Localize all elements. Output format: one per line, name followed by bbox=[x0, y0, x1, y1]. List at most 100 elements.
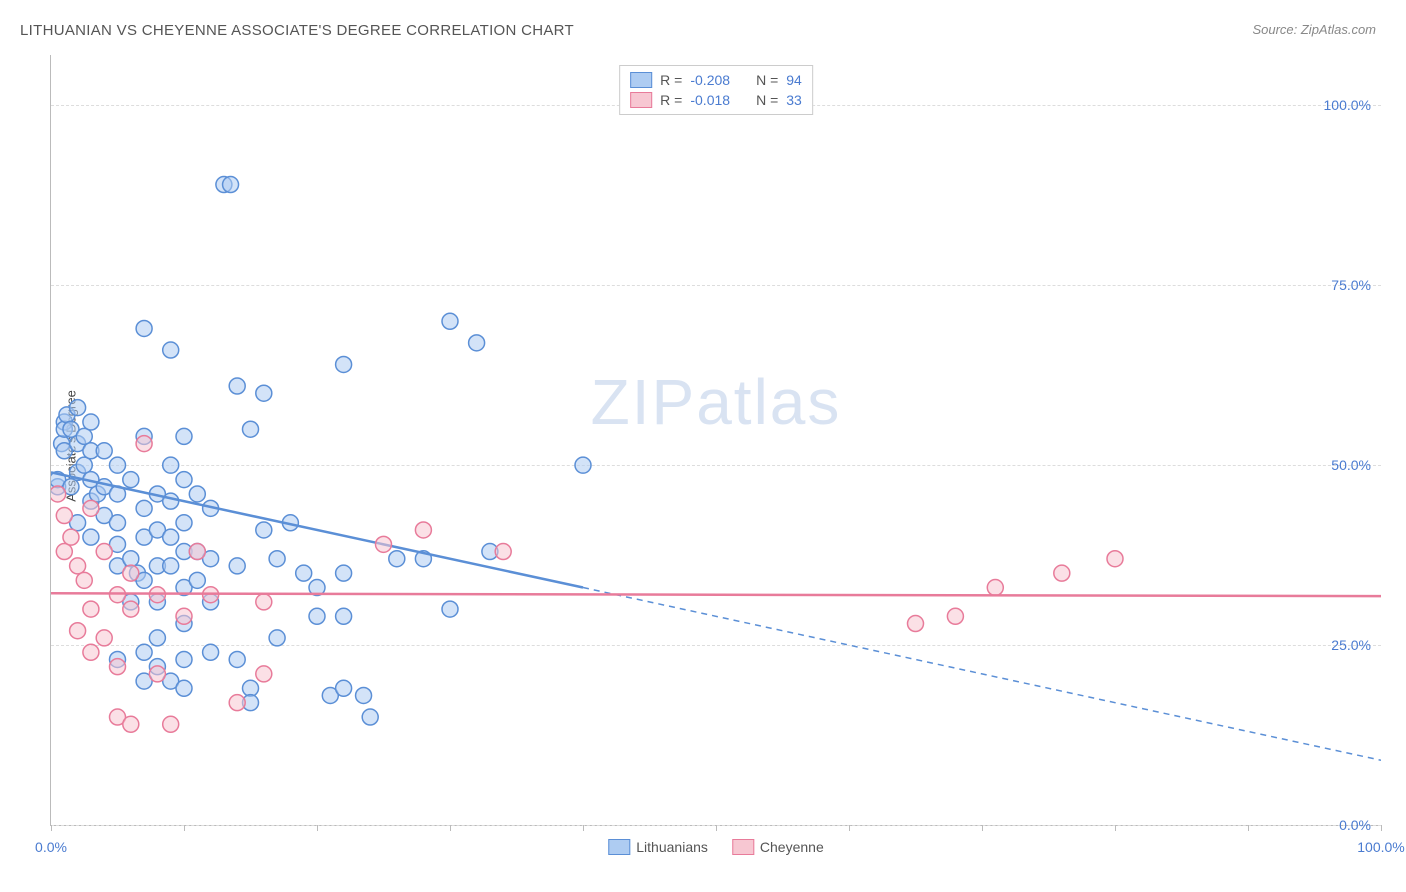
data-point bbox=[96, 443, 112, 459]
data-point bbox=[136, 500, 152, 516]
data-point bbox=[1107, 551, 1123, 567]
data-point bbox=[123, 601, 139, 617]
data-point bbox=[163, 493, 179, 509]
data-point bbox=[256, 522, 272, 538]
x-tick-label: 0.0% bbox=[35, 839, 67, 855]
r-label: R = bbox=[660, 92, 682, 108]
data-point bbox=[203, 644, 219, 660]
data-point bbox=[176, 608, 192, 624]
data-point bbox=[76, 572, 92, 588]
data-point bbox=[269, 630, 285, 646]
data-point bbox=[96, 544, 112, 560]
data-point bbox=[243, 680, 259, 696]
data-point bbox=[176, 428, 192, 444]
x-tick bbox=[317, 825, 318, 831]
x-tick-label: 100.0% bbox=[1357, 839, 1404, 855]
data-point bbox=[269, 551, 285, 567]
data-point bbox=[908, 616, 924, 632]
chart-plot-area: ZIPatlas R = -0.208 N = 94 R = -0.018 N … bbox=[50, 55, 1381, 826]
r-value: -0.208 bbox=[690, 72, 730, 88]
trend-line bbox=[51, 593, 1381, 596]
legend-item-cheyenne: Cheyenne bbox=[732, 839, 824, 855]
n-label: N = bbox=[756, 72, 778, 88]
data-point bbox=[76, 457, 92, 473]
data-point bbox=[176, 472, 192, 488]
data-point bbox=[442, 313, 458, 329]
data-point bbox=[70, 400, 86, 416]
data-point bbox=[110, 515, 126, 531]
data-point bbox=[123, 565, 139, 581]
n-value: 94 bbox=[786, 72, 802, 88]
swatch-pink-icon bbox=[630, 92, 652, 108]
data-point bbox=[123, 551, 139, 567]
data-point bbox=[389, 551, 405, 567]
data-point bbox=[51, 486, 66, 502]
data-point bbox=[189, 486, 205, 502]
data-point bbox=[189, 572, 205, 588]
data-point bbox=[442, 601, 458, 617]
data-point bbox=[336, 608, 352, 624]
data-point bbox=[110, 587, 126, 603]
data-point bbox=[56, 544, 72, 560]
data-point bbox=[110, 457, 126, 473]
data-point bbox=[229, 558, 245, 574]
data-point bbox=[415, 522, 431, 538]
data-point bbox=[575, 457, 591, 473]
x-tick bbox=[583, 825, 584, 831]
data-point bbox=[223, 177, 239, 193]
legend-row-cheyenne: R = -0.018 N = 33 bbox=[630, 90, 802, 110]
x-tick bbox=[849, 825, 850, 831]
source-attribution: Source: ZipAtlas.com bbox=[1252, 22, 1376, 37]
data-point bbox=[947, 608, 963, 624]
data-point bbox=[495, 544, 511, 560]
x-tick bbox=[982, 825, 983, 831]
data-point bbox=[229, 695, 245, 711]
x-tick bbox=[1381, 825, 1382, 831]
data-point bbox=[376, 536, 392, 552]
swatch-blue-icon bbox=[608, 839, 630, 855]
data-point bbox=[256, 666, 272, 682]
correlation-legend: R = -0.208 N = 94 R = -0.018 N = 33 bbox=[619, 65, 813, 115]
data-point bbox=[136, 436, 152, 452]
legend-label: Lithuanians bbox=[636, 839, 708, 855]
data-point bbox=[63, 529, 79, 545]
data-point bbox=[56, 508, 72, 524]
data-point bbox=[163, 558, 179, 574]
trend-line-dashed bbox=[583, 588, 1381, 761]
data-point bbox=[76, 428, 92, 444]
swatch-blue-icon bbox=[630, 72, 652, 88]
data-point bbox=[83, 529, 99, 545]
r-label: R = bbox=[660, 72, 682, 88]
data-point bbox=[469, 335, 485, 351]
x-tick bbox=[184, 825, 185, 831]
r-value: -0.018 bbox=[690, 92, 730, 108]
swatch-pink-icon bbox=[732, 839, 754, 855]
data-point bbox=[149, 666, 165, 682]
data-point bbox=[70, 623, 86, 639]
data-point bbox=[83, 601, 99, 617]
data-point bbox=[83, 644, 99, 660]
data-point bbox=[229, 651, 245, 667]
data-point bbox=[163, 529, 179, 545]
data-point bbox=[136, 320, 152, 336]
legend-label: Cheyenne bbox=[760, 839, 824, 855]
x-tick bbox=[1248, 825, 1249, 831]
data-point bbox=[83, 414, 99, 430]
data-point bbox=[336, 356, 352, 372]
data-point bbox=[70, 558, 86, 574]
data-point bbox=[356, 687, 372, 703]
data-point bbox=[336, 680, 352, 696]
legend-row-lithuanians: R = -0.208 N = 94 bbox=[630, 70, 802, 90]
data-point bbox=[176, 680, 192, 696]
data-point bbox=[243, 421, 259, 437]
data-point bbox=[176, 651, 192, 667]
series-legend: Lithuanians Cheyenne bbox=[608, 839, 823, 855]
x-tick bbox=[1115, 825, 1116, 831]
data-point bbox=[149, 630, 165, 646]
data-point bbox=[256, 385, 272, 401]
data-point bbox=[83, 500, 99, 516]
data-point bbox=[123, 472, 139, 488]
data-point bbox=[987, 580, 1003, 596]
data-point bbox=[110, 659, 126, 675]
data-point bbox=[123, 716, 139, 732]
